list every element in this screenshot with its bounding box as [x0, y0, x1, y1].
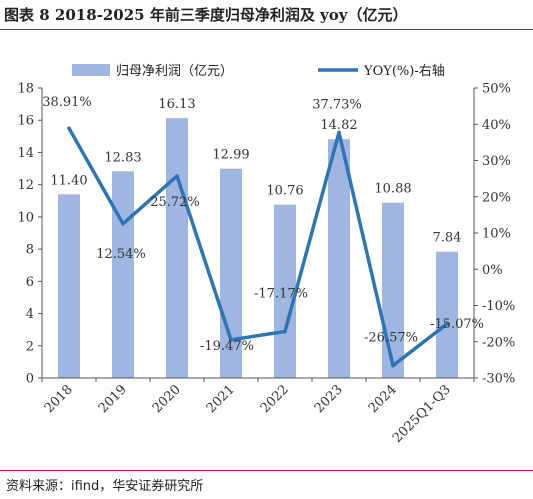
bar-2023	[328, 139, 350, 378]
yoy-label-2022: -17.17%	[254, 286, 308, 301]
y-right-tick-label: 0%	[482, 263, 503, 278]
x-tick-label-2018: 2018	[42, 382, 76, 416]
bar-2020	[166, 118, 188, 378]
x-tick-label-2021: 2021	[204, 382, 238, 416]
bar-label-2018: 11.40	[50, 173, 87, 188]
bar-2018	[58, 194, 80, 378]
x-tick-label-2024: 2024	[366, 382, 400, 416]
yoy-point-2018	[67, 126, 71, 131]
line-series	[67, 126, 449, 368]
x-tick-label-2020: 2020	[150, 382, 184, 416]
title-rule	[0, 29, 533, 30]
chart-title: 图表 8 2018-2025 年前三季度归母净利润及 yoy（亿元）	[4, 6, 408, 24]
bar-label-2022: 10.76	[266, 184, 303, 199]
yoy-point-2025Q1-Q3	[445, 322, 449, 326]
yoy-label-2025Q1-Q3: -15.07%	[430, 317, 484, 332]
y-right-tick-label: 10%	[482, 227, 511, 242]
bar-2025Q1-Q3	[436, 251, 458, 378]
x-tick-label-2023: 2023	[312, 382, 346, 416]
bar-series	[58, 118, 458, 378]
y-left-tick-label: 14	[17, 146, 34, 161]
y-right-tick-label: 30%	[482, 154, 511, 169]
legend-swatch-bar	[72, 64, 110, 76]
line-labels: 38.91% 12.54% 25.72% -19.47% -17.17% 37.73% -2…	[42, 95, 484, 354]
y-right-tick-label: -20%	[482, 335, 515, 350]
y-left-tick-label: 12	[17, 178, 34, 193]
yoy-point-2022	[283, 329, 287, 334]
yoy-label-2021: -19.47%	[200, 339, 254, 354]
yoy-label-2020: 25.72%	[150, 195, 200, 210]
bar-label-2020: 16.13	[158, 97, 195, 112]
y-left-tick-label: 0	[26, 372, 34, 387]
y-left-tick-label: 18	[17, 82, 34, 97]
y-left-tick-label: 10	[17, 210, 34, 225]
yoy-point-2021	[229, 338, 233, 342]
chart-svg: 归母净利润（亿元） YOY(%)-右轴 11.4012.8316.1312.991…	[17, 64, 515, 446]
yoy-label-2019: 12.54%	[96, 247, 146, 262]
yoy-line	[67, 127, 449, 368]
y-left-tick-label: 8	[26, 243, 34, 258]
x-tick-label-2022: 2022	[258, 382, 292, 416]
y-left-tick-label: 16	[17, 114, 34, 129]
yoy-point-2023	[337, 130, 341, 135]
source-note: 资料来源：ifind，华安证券研究所	[6, 479, 204, 494]
x-tick-label-2019: 2019	[96, 382, 130, 416]
y-right-tick-label: 50%	[482, 82, 511, 97]
y-right-tick-label: -30%	[482, 372, 515, 387]
bar-labels: 11.40 12.83 16.13 12.99 10.76 14.82 10.88 7.84	[50, 97, 461, 246]
yoy-point-2019	[121, 221, 125, 226]
legend: 归母净利润（亿元） YOY(%)-右轴	[72, 64, 445, 79]
bar-2024	[382, 202, 404, 378]
y-right-tick-label: 40%	[482, 118, 511, 133]
bar-label-2023: 14.82	[320, 118, 357, 133]
y-left-tick-label: 2	[26, 339, 34, 354]
bar-label-2025Q1-Q3: 7.84	[433, 231, 462, 246]
legend-label-line: YOY(%)-右轴	[363, 64, 445, 79]
bar-label-2024: 10.88	[374, 182, 411, 197]
bar-2022	[274, 204, 296, 378]
yoy-point-2024	[391, 363, 395, 368]
yoy-label-2024: -26.57%	[364, 331, 418, 346]
y-right-tick-label: -10%	[482, 299, 515, 314]
source-rule	[0, 470, 533, 471]
y-left-tick-label: 4	[26, 307, 34, 322]
legend-label-bar: 归母净利润（亿元）	[116, 64, 233, 79]
bar-label-2019: 12.83	[104, 150, 141, 165]
y-left-tick-label: 6	[26, 275, 34, 290]
yoy-point-2020	[175, 174, 179, 178]
bar-2019	[112, 171, 134, 378]
x-tick-label-2025Q1-Q3: 2025Q1-Q3	[390, 382, 454, 446]
yoy-label-2018: 38.91%	[42, 95, 92, 110]
bar-label-2021: 12.99	[212, 148, 249, 163]
yoy-label-2023: 37.73%	[312, 97, 362, 112]
y-right-tick-label: 20%	[482, 190, 511, 205]
